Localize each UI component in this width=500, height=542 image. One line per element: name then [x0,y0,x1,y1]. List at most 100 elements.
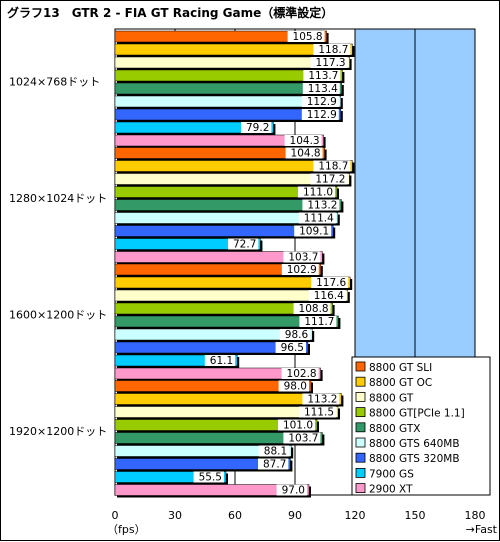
bar [114,484,310,496]
data-label: 104.3 [290,135,320,147]
data-label-bg [278,380,309,392]
bar [114,263,322,276]
legend-label: 8800 GT [369,392,414,404]
bar [114,134,324,147]
data-label-bg [294,225,332,237]
x-tick-label: 30 [168,509,182,522]
data-label-bg [299,316,337,327]
legend-label: 8800 GTS 320MB [369,453,460,465]
data-label-bg [311,277,349,288]
data-label: 113.2 [307,200,337,212]
legend-swatch [355,437,366,448]
data-label-bg [258,458,289,470]
bar [114,419,318,431]
bar [114,328,313,341]
legend-swatch [355,391,366,402]
data-label-bg [258,445,290,457]
data-label: 113.7 [308,70,338,82]
bar [114,160,353,172]
data-label-bg [279,329,311,340]
category-label: 1920×1200ドット [9,425,107,438]
bar [114,212,339,224]
data-label-bg [241,122,272,133]
data-label: 98.6 [285,329,309,341]
data-label-bg [299,406,336,418]
bar [114,121,274,134]
bar [114,82,343,95]
legend-label: 8800 GT OC [369,377,432,389]
data-label: 96.5 [281,342,304,354]
data-label-bg [283,251,321,263]
legend-swatch [355,376,366,387]
legend-label: 8800 GTX [369,423,420,435]
data-label-bg [275,342,306,353]
bar [114,380,312,392]
data-label: 112.9 [307,109,337,121]
data-label: 55.5 [199,472,222,484]
data-label-bg [281,368,319,379]
data-labels: 105.8118.7117.3113.7113.4112.9112.979.21… [193,31,351,497]
data-label: 101.0 [283,420,313,432]
bar [114,445,292,457]
legend-box [351,356,491,496]
data-label: 117.2 [315,174,345,186]
legend-swatch [355,422,366,433]
data-label-bg [228,238,259,250]
bar [114,251,323,263]
legend-swatch [355,407,366,418]
legend-label: 2900 XT [369,484,413,496]
data-label: 108.8 [299,303,329,315]
bar [114,341,309,354]
bar [114,458,291,470]
data-label: 112.9 [307,96,337,108]
x-tick-label: 120 [345,509,366,522]
category-label: 1024×768ドット [9,75,100,88]
data-label: 111.0 [303,187,333,199]
data-label: 117.6 [316,277,346,289]
legend-label: 8800 GTS 640MB [369,438,460,450]
x-tick-labels: 0 30 60 90 120 150 180 [112,509,486,522]
bar [114,108,342,121]
data-label: 111.4 [304,213,334,225]
category-labels: 1024×768ドット 1280×1024ドット 1600×1200ドット 1920×… [9,75,107,438]
x-tick-label: 0 [112,509,119,522]
legend-swatch [355,361,366,372]
bar [114,186,338,198]
data-label-bg [310,173,348,185]
data-label: 72.7 [233,239,256,251]
data-label: 102.8 [287,368,317,380]
data-label-bg [298,212,336,224]
bar [114,147,325,159]
category-label: 1280×1024ドット [9,192,107,205]
data-label: 103.7 [288,252,318,264]
bar [114,432,323,444]
data-label-bg [285,147,323,159]
data-label: 61.1 [210,355,233,367]
bar [114,30,327,43]
data-label-bg [308,290,346,301]
legend-label: 8800 GT[PCIe 1.1] [369,408,465,420]
data-label: 117.3 [316,57,346,69]
bar [114,276,351,289]
bar [114,56,350,69]
bar [114,289,349,302]
legend-label: 7900 GS [369,468,414,480]
data-label-bg [302,83,340,94]
data-label-bg [284,135,322,146]
data-label: 88.1 [264,446,287,458]
data-label: 109.1 [299,226,329,238]
bar [114,95,342,108]
legend-label: 8800 GT SLI [369,362,432,374]
data-label-bg [313,44,351,55]
bar [114,471,227,483]
data-label: 113.4 [308,83,338,95]
category-label: 1600×1200ドット [9,308,107,321]
data-label-bg [287,31,325,42]
data-label-bg [302,199,340,211]
data-label: 79.2 [246,122,269,134]
data-label-bg [283,432,321,444]
x-tick-label: 180 [465,509,486,522]
legend-swatch [355,483,366,494]
